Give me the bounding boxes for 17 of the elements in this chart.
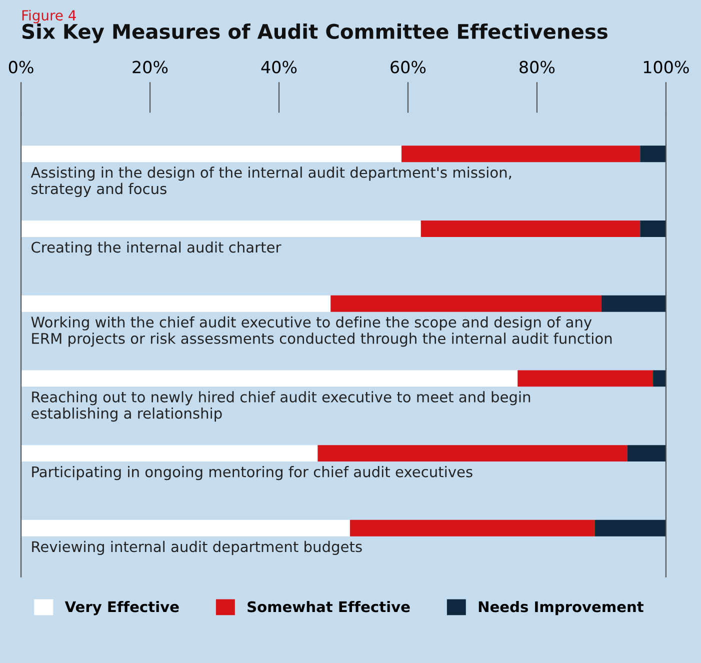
x-tick-label: 100%: [644, 60, 689, 74]
legend-label: Needs Improvement: [478, 600, 644, 616]
y-tick-label: Working with the chief audit executive to define the scope and design of any ERM projects or risk assessments conducted through the internal audit function: [31, 316, 612, 347]
legend-label: Very Effective: [64, 600, 179, 616]
x-tick-label: 60%: [390, 60, 426, 74]
y-tick-label: Creating the internal audit charter: [32, 241, 282, 256]
chart-title: Six Key Measures of Audit Committee Effectiveness: [22, 23, 608, 44]
y-tick-label: Reviewing internal audit department budgets: [32, 540, 362, 555]
legend-label: Somewhat Effective: [248, 600, 410, 612]
y-tick-label: Reaching out to newly hired chief audit executive to meet and begin establishing a relationship: [32, 391, 530, 422]
y-tick-label: Participating in ongoing mentoring for chief audit executives: [32, 466, 472, 480]
x-tick-label: 40%: [261, 60, 297, 74]
chart-subtitle: Figure 4: [22, 10, 76, 24]
x-tick-label: 80%: [520, 60, 555, 74]
y-tick-label: Assisting in the design of the internal audit department's mission, strategy and focus: [30, 166, 512, 198]
x-tick-label: 0%: [8, 60, 34, 74]
x-tick-label: 20%: [132, 60, 168, 74]
